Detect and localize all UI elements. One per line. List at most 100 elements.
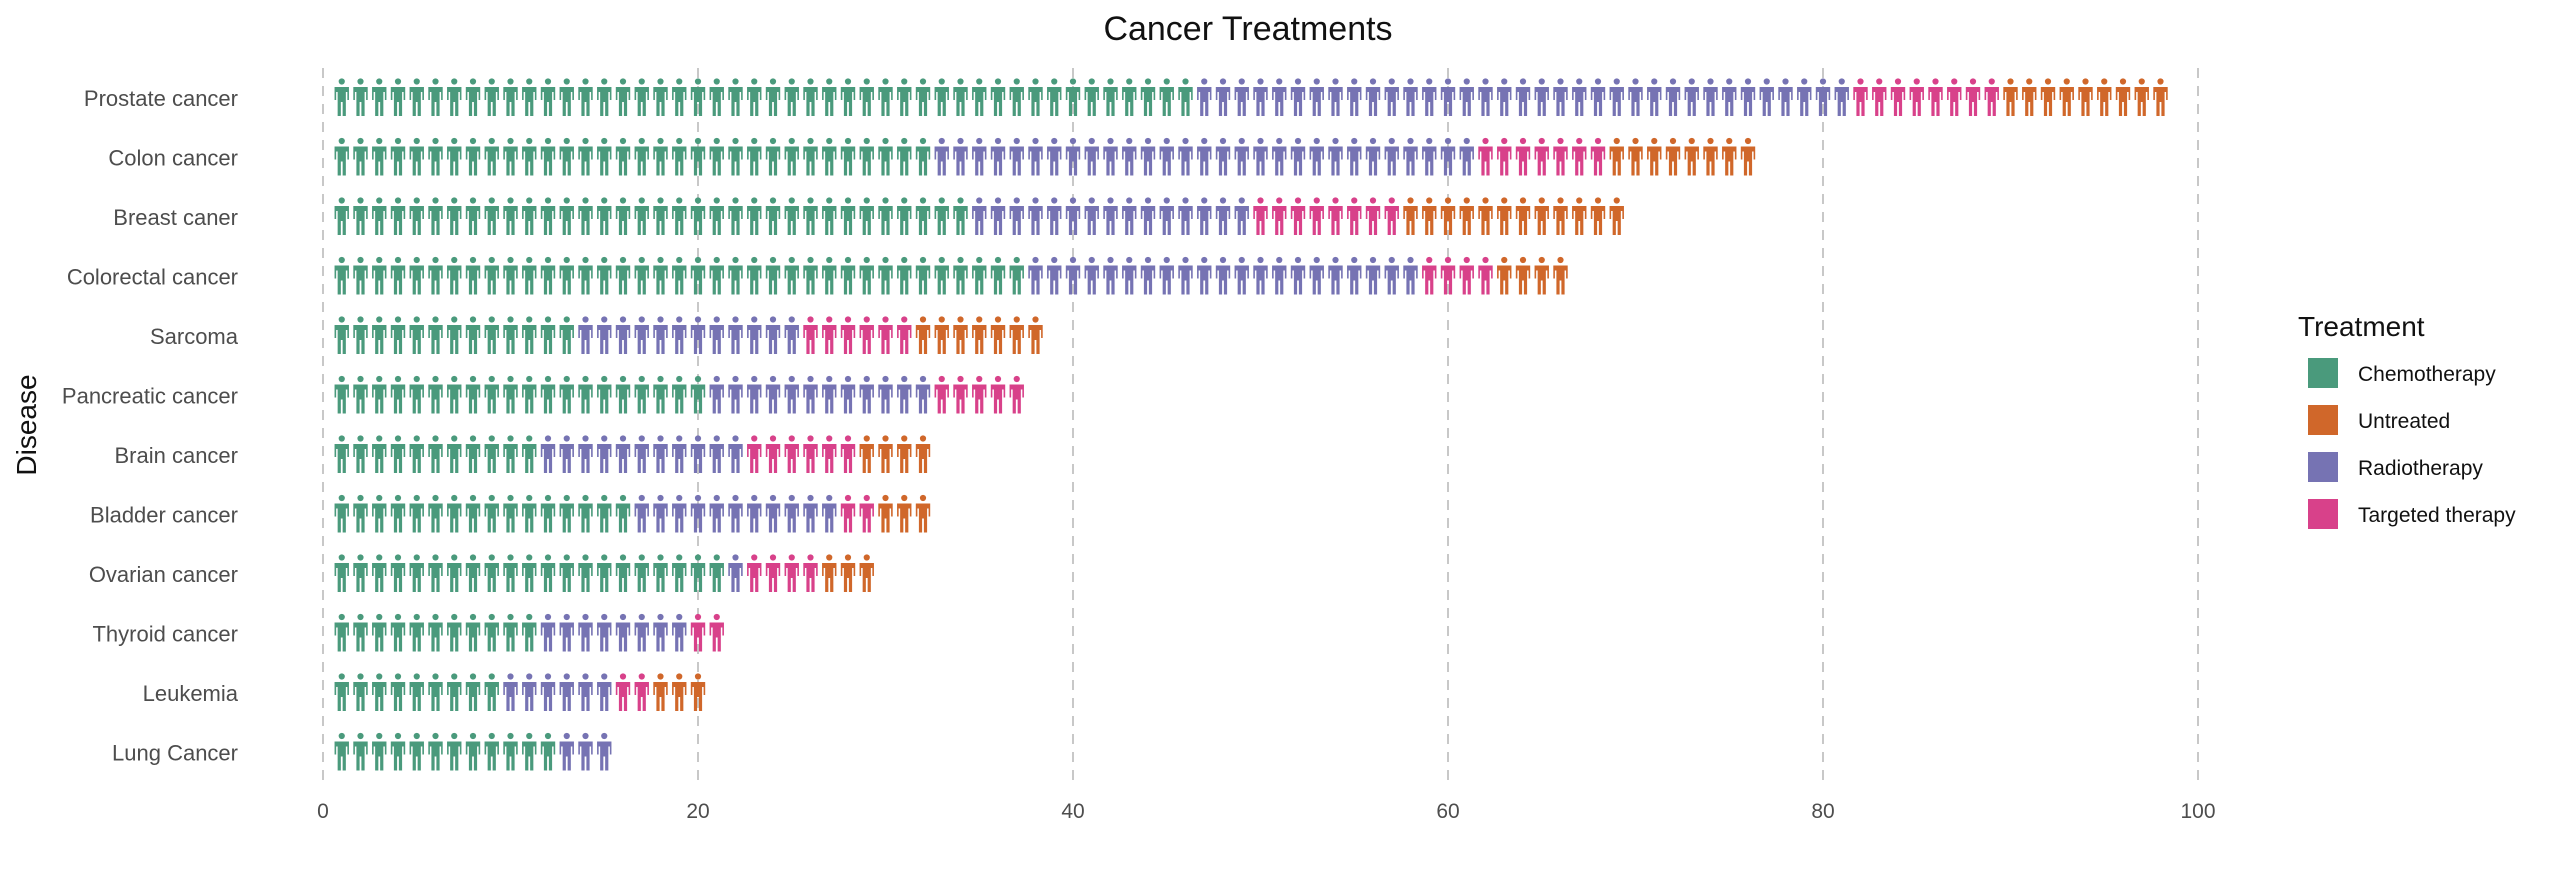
person-icon [409,435,424,473]
person-icon [2097,78,2112,116]
person-icon [747,494,762,533]
person-icon [953,137,968,176]
person-icon [840,554,856,592]
person-icon [1740,137,1756,176]
person-icon [353,554,368,592]
category-label: Colon cancer [108,146,238,171]
person-icon [447,137,462,176]
person-icon [484,137,499,176]
person-icon [990,316,1006,354]
person-icon [672,613,687,652]
person-icon [390,732,406,771]
person-icon [634,256,649,295]
person-icon [709,435,724,473]
person-icon [503,613,518,652]
person-icon [1140,137,1156,176]
person-icon [1665,137,1681,176]
person-icon [653,316,668,354]
person-icon [859,494,874,533]
person-icon [1103,137,1118,176]
person-icon [409,197,424,235]
person-icon [2022,78,2037,116]
person-icon [803,137,818,176]
person-icon [709,375,724,414]
person-icon [672,197,687,235]
person-icon [653,673,668,711]
person-icon [2059,78,2074,116]
person-icon [578,316,593,354]
person-icon [409,256,424,295]
person-icon [934,316,949,354]
person-icon [334,613,349,652]
person-icon [372,197,387,235]
person-icon [1478,197,1493,235]
person-icon [522,137,537,176]
person-icon [1047,256,1062,295]
person-icon [634,494,649,533]
person-icon [690,673,706,711]
person-icon [1890,78,1906,116]
person-icon [353,435,368,473]
person-icon [653,137,668,176]
category-label: Bladder cancer [90,503,238,528]
person-icon [784,137,799,176]
person-icon [1028,197,1043,235]
person-icon [540,137,556,176]
person-icon [465,137,481,176]
person-icon [559,732,574,771]
person-icon [953,375,968,414]
person-icon [465,316,481,354]
person-icon [1928,78,1943,116]
person-icon [334,316,349,354]
person-icon [465,197,481,235]
person-icon [1272,137,1287,176]
person-icon [1084,78,1099,116]
person-icon [597,375,612,414]
person-icon [1047,137,1062,176]
x-tick-label: 40 [1061,800,1084,823]
person-icon [484,435,499,473]
person-icon [372,435,387,473]
row-pancreatic-cancer [334,375,1024,414]
person-icon [353,137,368,176]
person-icon [859,375,874,414]
person-icon [2003,78,2018,116]
person-icon [672,137,687,176]
person-icon [765,435,781,473]
person-icon [990,137,1006,176]
person-icon [709,494,724,533]
legend-title: Treatment [2298,311,2425,342]
person-icon [1103,197,1118,235]
person-icon [1628,78,1643,116]
person-icon [953,316,968,354]
person-icon [990,197,1006,235]
person-icon [428,554,443,592]
person-icon [1740,78,1756,116]
person-icon [822,137,837,176]
person-icon [447,732,462,771]
person-icon [1778,78,1793,116]
category-label: Sarcoma [150,324,239,349]
person-icon [1290,256,1306,295]
person-icon [390,494,406,533]
person-icon [859,435,874,473]
person-icon [1665,78,1681,116]
legend-label: Radiotherapy [2358,457,2483,480]
person-icon [1965,78,1981,116]
person-icon [1253,137,1268,176]
person-icon [540,256,556,295]
person-icon [465,78,481,116]
person-icon [822,197,837,235]
person-icon [465,494,481,533]
person-icon [540,375,556,414]
person-icon [559,613,574,652]
person-icon [672,316,687,354]
person-icon [447,78,462,116]
person-icon [1684,78,1699,116]
person-icon [390,673,406,711]
person-icon [840,375,856,414]
person-icon [522,673,537,711]
person-icon [784,375,799,414]
person-icon [859,256,874,295]
legend-swatch [2308,405,2338,435]
